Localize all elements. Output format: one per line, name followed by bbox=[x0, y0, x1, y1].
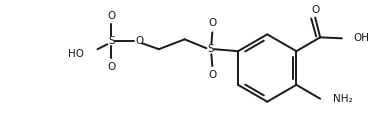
Text: HO: HO bbox=[68, 49, 84, 59]
Text: O: O bbox=[135, 36, 143, 46]
Text: O: O bbox=[311, 5, 319, 15]
Text: O: O bbox=[107, 62, 115, 72]
Text: S: S bbox=[108, 36, 115, 46]
Text: O: O bbox=[208, 18, 217, 28]
Text: O: O bbox=[208, 70, 217, 80]
Text: NH₂: NH₂ bbox=[333, 94, 353, 104]
Text: OH: OH bbox=[354, 33, 370, 43]
Text: O: O bbox=[107, 10, 115, 21]
Text: S: S bbox=[207, 44, 214, 54]
